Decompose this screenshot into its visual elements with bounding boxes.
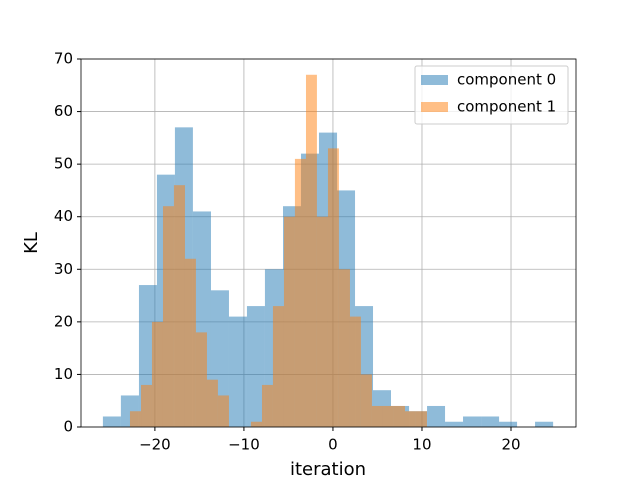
histogram-bar — [427, 405, 446, 427]
histogram-bar — [535, 421, 554, 427]
histogram-bar — [481, 416, 500, 427]
histogram-bar — [349, 316, 361, 427]
x-tick-label: −10 — [228, 436, 260, 454]
histogram-bar — [195, 332, 207, 427]
histogram-bar — [382, 405, 394, 427]
histogram-bar — [404, 411, 416, 427]
histogram-bar — [327, 148, 339, 427]
histogram-bar — [371, 405, 383, 427]
x-tick-label: 10 — [412, 436, 431, 454]
x-tick-label: 0 — [328, 436, 338, 454]
histogram-bar — [463, 416, 482, 427]
y-tick-label: 30 — [54, 260, 73, 278]
y-axis-label: KL — [21, 232, 42, 254]
x-axis-label: iteration — [290, 459, 366, 480]
histogram-bar — [360, 374, 372, 427]
y-tick-label: 50 — [54, 155, 73, 173]
y-tick-label: 20 — [54, 312, 73, 330]
histogram-bar — [393, 405, 405, 427]
legend-box — [414, 65, 569, 125]
histogram-bar — [316, 216, 328, 427]
histogram-bar — [246, 306, 265, 427]
legend-swatch — [421, 75, 448, 85]
x-tick-label: −20 — [139, 436, 171, 454]
histogram-bar — [445, 421, 464, 427]
histogram-bar — [250, 421, 262, 427]
y-tick-label: 60 — [54, 102, 73, 120]
legend-label: component 0 — [457, 71, 556, 89]
histogram-bar — [102, 416, 121, 427]
legend-swatch — [421, 102, 448, 112]
histogram-bar — [415, 411, 427, 427]
legend-label: component 1 — [457, 98, 556, 116]
histogram-bar — [206, 379, 218, 427]
y-tick-label: 70 — [54, 50, 73, 68]
y-tick-label: 40 — [54, 207, 73, 225]
histogram-bar — [272, 306, 284, 427]
histogram-bar — [141, 384, 152, 427]
histogram-bar — [129, 411, 142, 427]
histogram-bar — [228, 316, 247, 427]
histogram-bar — [151, 321, 163, 427]
histogram-bar — [294, 158, 306, 427]
histogram-bar — [305, 74, 317, 428]
histogram-bar — [499, 421, 518, 427]
histogram-bar — [217, 395, 229, 427]
histogram-bar — [261, 384, 273, 427]
y-tick-label: 10 — [54, 365, 73, 383]
x-tick-label: 20 — [501, 436, 520, 454]
histogram-bar — [283, 216, 295, 427]
histogram-bar — [162, 206, 174, 427]
y-tick-label: 0 — [63, 418, 73, 436]
plot-frame — [80, 58, 577, 428]
histogram-bar — [173, 185, 185, 427]
histogram-bar — [184, 258, 196, 427]
histogram-bar — [338, 269, 350, 427]
